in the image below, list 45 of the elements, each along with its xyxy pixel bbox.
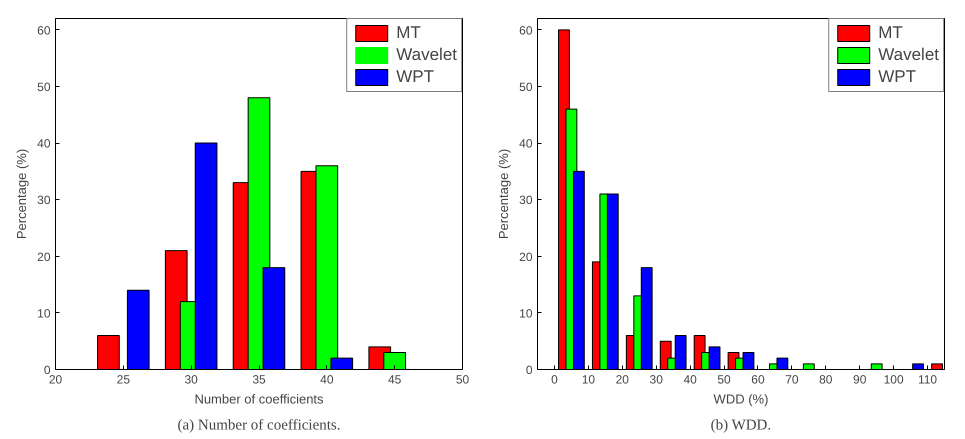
x-tick-label: 60 bbox=[751, 372, 765, 386]
y-tick-label: 40 bbox=[519, 136, 533, 151]
legend-label: MT bbox=[878, 23, 903, 43]
legend-label: Wavelet bbox=[878, 45, 939, 65]
y-tick-label: 30 bbox=[519, 193, 533, 208]
x-tick-label: 30 bbox=[650, 372, 664, 386]
y-tick-label: 10 bbox=[37, 306, 51, 320]
x-axis-title: WDD (%) bbox=[714, 392, 768, 406]
x-tick-label: 40 bbox=[320, 372, 334, 386]
x-tick-label: 100 bbox=[884, 372, 904, 386]
y-tick-label: 60 bbox=[37, 23, 51, 38]
x-tick-label: 20 bbox=[616, 372, 630, 386]
x-tick-label: 45 bbox=[388, 372, 402, 386]
x-tick-label: 40 bbox=[683, 372, 698, 386]
x-tick-label: 25 bbox=[116, 372, 130, 386]
y-tick-label: 60 bbox=[519, 23, 533, 38]
x-axis-title: Number of coefficients bbox=[194, 392, 324, 406]
x-tick-label: 70 bbox=[785, 372, 799, 386]
text: (b) WDD. bbox=[710, 418, 772, 434]
x-tick-label: 90 bbox=[853, 372, 867, 386]
y-tick-label: 10 bbox=[519, 306, 533, 320]
y-tick-label: 50 bbox=[519, 80, 533, 94]
y-axis-title: Percentage (%) bbox=[14, 148, 30, 240]
y-tick-label: 20 bbox=[37, 250, 51, 264]
legend-label: WPT bbox=[396, 67, 434, 87]
x-tick-label: 50 bbox=[717, 372, 732, 386]
x-tick-label: 110 bbox=[918, 372, 938, 386]
legend-label: Wavelet bbox=[396, 45, 457, 65]
y-tick-label: 40 bbox=[37, 136, 51, 151]
y-tick-label: 20 bbox=[519, 250, 533, 264]
y-tick-label: 0 bbox=[526, 363, 533, 377]
y-axis-title: Percentage (%) bbox=[496, 148, 512, 240]
y-tick-label: 30 bbox=[37, 193, 51, 208]
y-tick-label: 0 bbox=[44, 363, 51, 377]
y-tick-label: 50 bbox=[37, 80, 51, 94]
x-tick-label: 30 bbox=[184, 372, 198, 386]
legend-label: MT bbox=[396, 23, 421, 43]
x-tick-label: 80 bbox=[819, 372, 833, 386]
x-tick-label: 35 bbox=[252, 372, 266, 386]
x-tick-label: 50 bbox=[456, 372, 470, 386]
text: (a) Number of coefficients. bbox=[178, 418, 341, 434]
x-tick-label: 20 bbox=[48, 372, 62, 386]
x-tick-label: 0 bbox=[551, 372, 558, 386]
legend-label: WPT bbox=[878, 67, 916, 87]
x-tick-label: 10 bbox=[582, 372, 596, 386]
